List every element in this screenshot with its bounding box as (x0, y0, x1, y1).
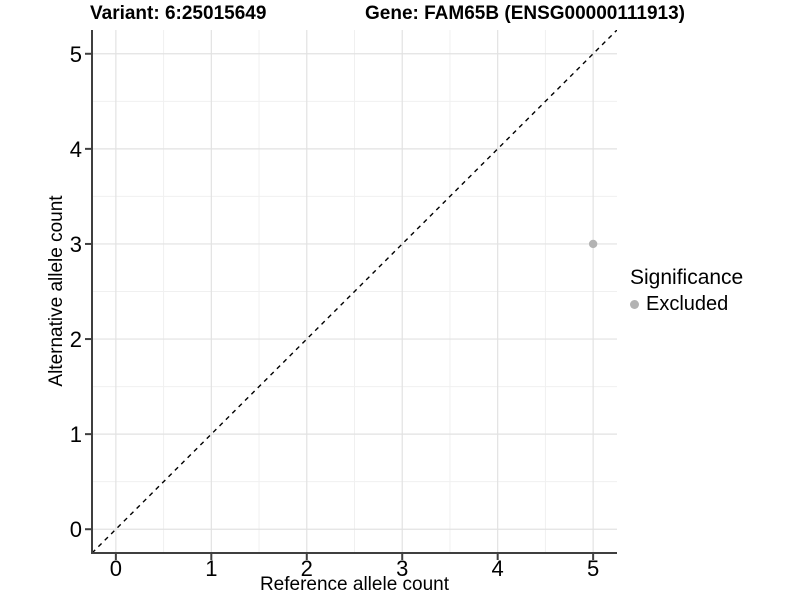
y-tick-label: 3 (70, 232, 82, 257)
legend-item-label: Excluded (646, 293, 729, 315)
legend-title: Significance (630, 266, 744, 289)
y-tick-label: 2 (70, 327, 82, 352)
plot-title-variant: Variant: 6:25015649 (90, 3, 267, 24)
x-tick-label: 3 (396, 556, 408, 581)
legend: Significance Excluded (630, 266, 743, 316)
y-tick-label: 4 (70, 137, 82, 162)
y-tick-label: 0 (70, 517, 82, 542)
y-tick-label: 1 (70, 422, 82, 447)
y-axis-title: Alternative allele count (46, 195, 67, 387)
x-tick-label: 4 (492, 556, 504, 581)
x-axis-title: Reference allele count (259, 574, 450, 595)
x-tick-label: 1 (205, 556, 217, 581)
plot-title-gene: Gene: FAM65B (ENSG00000111913) (365, 3, 686, 24)
y-tick-label: 5 (70, 42, 82, 67)
legend-point-icon (630, 300, 639, 309)
legend-item-excluded: Excluded (630, 293, 743, 316)
x-tick-label: 2 (301, 556, 313, 581)
data-point (588, 239, 598, 249)
x-tick-label: 5 (587, 556, 599, 581)
identity-line (92, 30, 617, 553)
x-tick-label: 0 (110, 556, 122, 581)
